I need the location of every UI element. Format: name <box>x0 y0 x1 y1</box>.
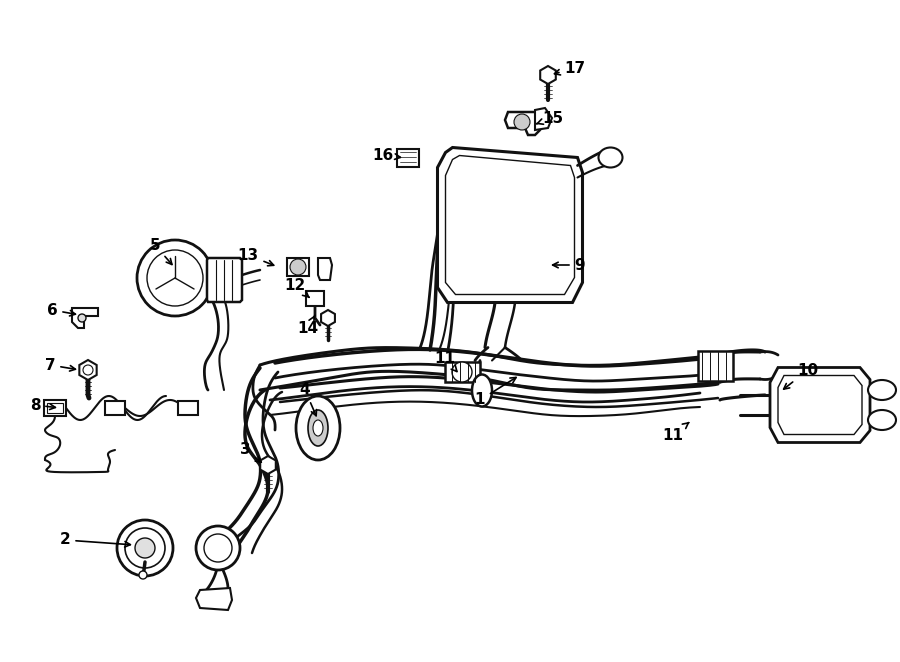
Ellipse shape <box>514 114 530 130</box>
Ellipse shape <box>290 259 306 275</box>
Polygon shape <box>540 66 556 84</box>
Text: 12: 12 <box>284 277 309 297</box>
Polygon shape <box>535 108 552 130</box>
Polygon shape <box>321 310 335 326</box>
Text: 1: 1 <box>475 377 516 408</box>
Text: 6: 6 <box>47 303 76 318</box>
Ellipse shape <box>83 365 93 375</box>
Text: 9: 9 <box>553 258 585 273</box>
Bar <box>397 149 419 167</box>
Text: 5: 5 <box>149 238 172 265</box>
Bar <box>287 258 309 276</box>
Text: 10: 10 <box>784 363 819 389</box>
Text: 7: 7 <box>45 357 76 373</box>
Polygon shape <box>72 308 98 328</box>
Ellipse shape <box>196 526 240 570</box>
Ellipse shape <box>472 375 492 406</box>
Text: 8: 8 <box>30 397 56 412</box>
Polygon shape <box>505 112 540 135</box>
Bar <box>105 401 125 415</box>
Ellipse shape <box>78 314 86 322</box>
Bar <box>178 401 198 415</box>
Text: 16: 16 <box>373 148 400 162</box>
Text: 11: 11 <box>435 350 457 371</box>
Polygon shape <box>778 375 862 434</box>
Polygon shape <box>437 148 582 303</box>
Ellipse shape <box>147 250 203 306</box>
Text: 4: 4 <box>300 383 317 416</box>
Ellipse shape <box>117 520 173 576</box>
Ellipse shape <box>308 410 328 446</box>
Ellipse shape <box>296 396 340 460</box>
Text: 2: 2 <box>59 532 130 547</box>
Polygon shape <box>446 156 574 295</box>
Polygon shape <box>770 367 870 442</box>
Ellipse shape <box>868 410 896 430</box>
Text: 11: 11 <box>662 422 688 442</box>
Polygon shape <box>79 360 96 380</box>
Bar <box>44 400 66 416</box>
Text: 13: 13 <box>238 248 274 265</box>
Bar <box>445 362 480 382</box>
Text: 17: 17 <box>554 60 586 75</box>
Ellipse shape <box>598 148 623 167</box>
Polygon shape <box>260 456 275 474</box>
Ellipse shape <box>452 362 472 382</box>
Bar <box>306 291 324 305</box>
Polygon shape <box>207 258 242 302</box>
Polygon shape <box>196 588 232 610</box>
Polygon shape <box>318 258 332 280</box>
Ellipse shape <box>313 420 323 436</box>
Text: 3: 3 <box>239 442 261 462</box>
Text: 14: 14 <box>297 315 319 336</box>
Ellipse shape <box>139 571 147 579</box>
Bar <box>698 351 733 381</box>
Bar <box>47 403 63 413</box>
Text: 15: 15 <box>536 111 563 126</box>
Ellipse shape <box>868 380 896 400</box>
Ellipse shape <box>125 528 165 568</box>
Ellipse shape <box>204 534 232 562</box>
Ellipse shape <box>137 240 213 316</box>
Ellipse shape <box>135 538 155 558</box>
